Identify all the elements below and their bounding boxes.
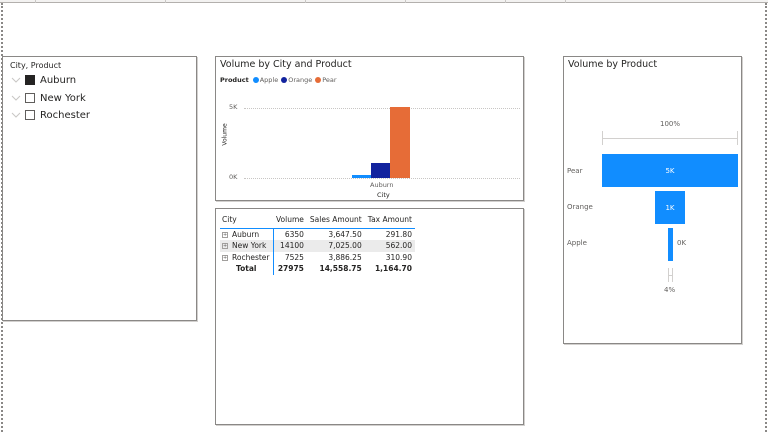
city-cell: + New York: [220, 240, 274, 252]
legend-dot-icon: [315, 77, 322, 83]
table-row[interactable]: + New York 14100 7,025.00 562.00: [220, 240, 415, 252]
tax-cell: 562.00: [364, 240, 415, 252]
bar-apple-auburn[interactable]: [352, 175, 371, 178]
ribbon-segment: [406, 0, 506, 3]
sales-cell: 3,647.50: [328, 230, 362, 239]
funnel-title: Volume by Product: [568, 59, 658, 70]
expand-plus-icon[interactable]: +: [222, 232, 228, 238]
legend-dot-icon: [252, 77, 259, 83]
ribbon-strip: [0, 0, 768, 3]
volume-cell: 14100: [273, 240, 307, 252]
sales-cell: 3,886.25: [328, 252, 362, 262]
tax-cell: 291.80: [385, 230, 412, 239]
funnel-ruler-tick: [602, 131, 603, 145]
legend-item-apple[interactable]: Apple: [252, 76, 279, 84]
funnel-value: 5K: [665, 166, 675, 175]
volume-cell: 7525: [284, 252, 304, 262]
total-label: Total: [220, 263, 274, 275]
table-header-row: City Volume Sales Amount Tax Amount: [220, 213, 415, 229]
matrix-table: City Volume Sales Amount Tax Amount + Aub…: [220, 213, 415, 275]
city-name: Auburn: [232, 230, 260, 239]
funnel-value: 1K: [665, 203, 675, 212]
checkbox-unchecked[interactable]: [25, 93, 35, 103]
legend-item-orange[interactable]: Orange: [281, 76, 312, 84]
city-cell: + Rochester: [220, 251, 274, 263]
gridline-0k: [244, 178, 520, 179]
x-axis-label: City: [377, 191, 390, 199]
table-row[interactable]: + Auburn 6350 3,647.50 291.80: [220, 228, 415, 240]
table-row[interactable]: + Rochester 7525 3,886.25 310.90: [220, 251, 415, 263]
table-total-row: Total 27975 14,558.75 1,164.70: [220, 263, 415, 275]
sales-cell: 7,025.00: [306, 240, 365, 252]
city-product-slicer[interactable]: City, Product Auburn New York Rochester: [2, 56, 197, 321]
slicer-item-label: Rochester: [40, 109, 90, 121]
slicer-title: City, Product: [10, 61, 62, 70]
column-header-tax-amount[interactable]: Tax Amount: [367, 215, 412, 224]
funnel-label-orange: Orange: [567, 203, 593, 211]
total-tax: 1,164.70: [374, 264, 412, 274]
legend-label: Pear: [322, 76, 337, 84]
x-tick-auburn: Auburn: [370, 181, 394, 189]
legend-label: Orange: [288, 76, 313, 84]
total-sales: 14,558.75: [319, 264, 362, 274]
column-header-volume[interactable]: Volume: [276, 215, 304, 224]
y-tick-0k: 0K: [229, 173, 238, 181]
y-tick-5k: 5K: [229, 103, 238, 111]
ribbon-segment: [0, 0, 36, 3]
chevron-down-icon[interactable]: [11, 110, 21, 120]
slicer-item-new-york[interactable]: New York: [11, 91, 86, 105]
funnel-value-outside: 0K: [677, 239, 687, 247]
gridline-5k: [244, 108, 520, 109]
ribbon-segment: [166, 0, 306, 3]
legend-dot-icon: [281, 77, 288, 83]
ribbon-segment: [306, 0, 406, 3]
funnel-bar-apple[interactable]: [668, 228, 673, 261]
slicer-item-label: New York: [40, 92, 86, 104]
legend-title: Product: [220, 76, 249, 84]
ribbon-segment: [36, 0, 166, 3]
funnel-bottom-percent: 4%: [664, 286, 676, 294]
funnel-bar-orange[interactable]: 1K: [655, 191, 685, 224]
legend-label: Apple: [259, 76, 279, 84]
total-volume: 27975: [277, 264, 304, 274]
city-name: New York: [232, 241, 267, 251]
chart-title: Volume by City and Product: [220, 59, 352, 70]
city-cell: + Auburn: [220, 228, 274, 240]
funnel-label-apple: Apple: [567, 239, 587, 247]
slicer-item-label: Auburn: [40, 74, 77, 86]
chevron-down-icon[interactable]: [11, 75, 21, 85]
slicer-item-rochester[interactable]: Rochester: [11, 108, 90, 122]
funnel-label-pear: Pear: [567, 167, 583, 175]
y-axis-label: Volume: [221, 123, 229, 146]
bar-pear-auburn[interactable]: [390, 107, 410, 178]
ribbon-segment: [506, 0, 566, 3]
checkbox-checked[interactable]: [25, 75, 35, 85]
legend-item-pear[interactable]: Pear: [315, 76, 337, 84]
column-header-city[interactable]: City: [222, 215, 237, 224]
funnel-ruler-tick: [737, 131, 738, 145]
volume-by-product-funnel[interactable]: Volume by Product 100% Pear 5K Orange 1K…: [563, 56, 742, 344]
funnel-ruler-top: [602, 138, 738, 139]
funnel-top-percent: 100%: [660, 120, 681, 128]
volume-by-city-product-chart[interactable]: Volume by City and Product Product Apple…: [215, 56, 524, 201]
checkbox-unchecked[interactable]: [25, 110, 35, 120]
funnel-bar-pear[interactable]: 5K: [602, 154, 738, 187]
tax-cell: 310.90: [385, 252, 412, 262]
chevron-down-icon[interactable]: [11, 93, 21, 103]
funnel-ruler-bottom: [668, 275, 673, 276]
expand-plus-icon[interactable]: +: [222, 243, 228, 250]
expand-plus-icon[interactable]: +: [222, 254, 228, 261]
bar-orange-auburn[interactable]: [371, 163, 390, 178]
slicer-item-auburn[interactable]: Auburn: [11, 73, 76, 87]
column-header-sales-amount[interactable]: Sales Amount: [309, 215, 362, 224]
city-name: Rochester: [232, 252, 270, 262]
volume-cell: 6350: [284, 230, 304, 239]
city-matrix-table[interactable]: City Volume Sales Amount Tax Amount + Aub…: [215, 208, 524, 425]
chart-legend: Product Apple Orange Pear: [220, 76, 340, 84]
